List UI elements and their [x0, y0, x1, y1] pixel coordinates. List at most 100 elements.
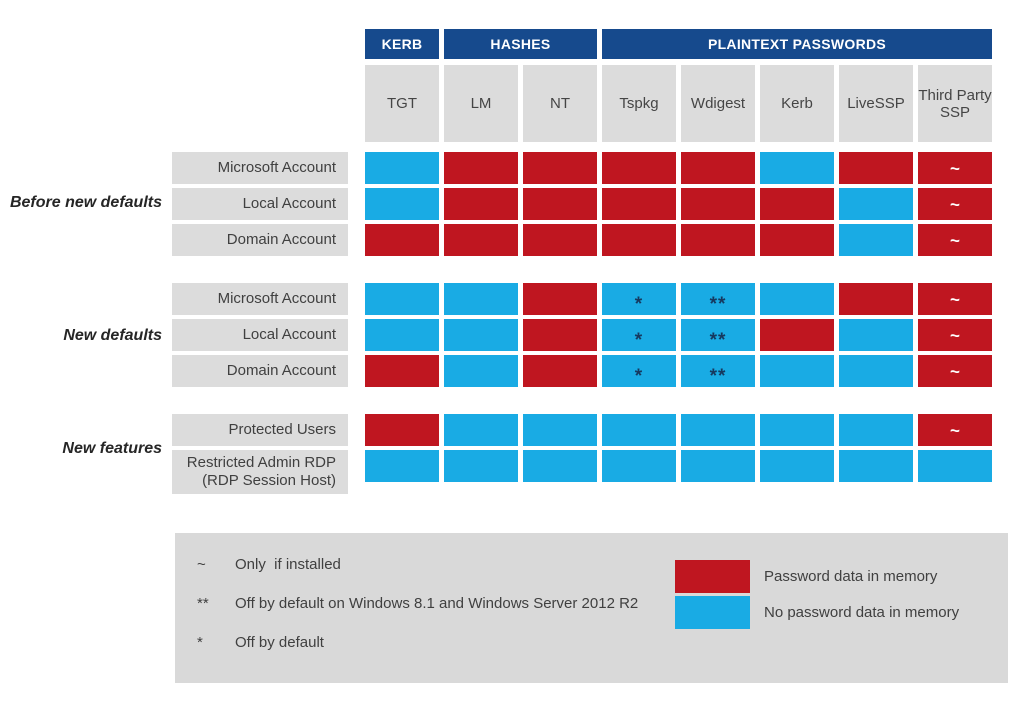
- matrix-cell-red: [365, 414, 439, 446]
- matrix-cell-blue: [760, 283, 834, 315]
- matrix-cells: * ** ~: [365, 319, 992, 351]
- row-label: Microsoft Account: [172, 283, 348, 315]
- matrix-row: Domain Account ~: [172, 224, 992, 256]
- tilde-symbol: ~: [197, 556, 206, 573]
- matrix-cell-blue: [365, 319, 439, 351]
- matrix-cell-blue: [523, 414, 597, 446]
- row-label: Microsoft Account: [172, 152, 348, 184]
- row-label: Local Account: [172, 188, 348, 220]
- column-header-third-party-ssp: Third Party SSP: [918, 65, 992, 142]
- legend-entry-no-password-in-memory: No password data in memory: [675, 596, 959, 629]
- matrix-cell-red: [681, 224, 755, 256]
- matrix-cell-red: [365, 224, 439, 256]
- matrix-cell-blue: [760, 450, 834, 482]
- matrix-cell-red: [760, 188, 834, 220]
- matrix-cell-blue: [602, 414, 676, 446]
- matrix-cell-red: [602, 188, 676, 220]
- cell-symbol: ~: [950, 289, 960, 309]
- legend-entry-password-in-memory: Password data in memory: [675, 560, 937, 593]
- matrix-cell-red: [444, 152, 518, 184]
- cell-symbol: ~: [950, 230, 960, 250]
- matrix-cell-red: [839, 283, 913, 315]
- matrix-cell-blue: [839, 319, 913, 351]
- matrix-group-new-defaults: Microsoft Account * ** ~ Local Account * ** ~ Do…: [172, 283, 992, 391]
- column-header-tgt: TGT: [365, 65, 439, 142]
- matrix-cell-blue: [523, 450, 597, 482]
- matrix-cells: * ** ~: [365, 283, 992, 315]
- cell-symbol: ~: [950, 325, 960, 345]
- matrix-cell-red-tilde: ~: [918, 414, 992, 446]
- asterisk-symbol: *: [197, 634, 203, 651]
- matrix-cell-red: [523, 152, 597, 184]
- matrix-cell-red: [760, 319, 834, 351]
- matrix-cell-blue: [681, 450, 755, 482]
- matrix-cell-red-tilde: ~: [918, 152, 992, 184]
- matrix-cells: ~: [365, 224, 992, 256]
- legend-note-asterisk: * Off by default: [197, 632, 638, 653]
- matrix-cell-red-tilde: ~: [918, 283, 992, 315]
- matrix-cell-blue: [918, 450, 992, 482]
- legend-note-double-asterisk: ** Off by default on Windows 8.1 and Win…: [197, 593, 638, 614]
- swatch-label: No password data in memory: [764, 604, 960, 621]
- row-label: Restricted Admin RDP (RDP Session Host): [172, 450, 348, 494]
- header-group-kerb: KERB: [365, 29, 439, 59]
- matrix-group-before-new-defaults: Microsoft Account ~ Local Account ~ Domain A…: [172, 152, 992, 260]
- swatch-label: Password data in memory: [764, 568, 938, 585]
- matrix-cell-red: [839, 152, 913, 184]
- matrix-cell-red: [681, 188, 755, 220]
- row-label: Protected Users: [172, 414, 348, 446]
- matrix-cell-blue: [602, 450, 676, 482]
- matrix-cell-blue: [365, 188, 439, 220]
- matrix-cells: ~: [365, 414, 992, 446]
- matrix-header-band: KERB HASHES PLAINTEXT PASSWORDS: [365, 29, 992, 59]
- matrix-cell-blue-double-asterisk: **: [681, 283, 755, 315]
- group-label-new-features: New features: [62, 440, 162, 457]
- legend-note-text: Only if installed: [235, 556, 341, 573]
- matrix-cells: ~: [365, 188, 992, 220]
- matrix-cell-blue: [444, 283, 518, 315]
- matrix-row: Microsoft Account ~: [172, 152, 992, 184]
- matrix-row: Domain Account * ** ~: [172, 355, 992, 387]
- matrix-cell-red: [523, 355, 597, 387]
- group-label-before-new-defaults: Before new defaults: [9, 194, 162, 211]
- cell-symbol: ~: [950, 158, 960, 178]
- matrix-cell-blue: [839, 224, 913, 256]
- matrix-cell-blue: [681, 414, 755, 446]
- legend-box: ~ Only if installed ** Off by default on…: [175, 533, 1008, 683]
- matrix-cell-red: [523, 319, 597, 351]
- matrix-cell-red-tilde: ~: [918, 319, 992, 351]
- cell-symbol: *: [634, 329, 644, 351]
- matrix-cell-blue: [839, 188, 913, 220]
- matrix-cell-blue: [444, 319, 518, 351]
- cell-symbol: **: [709, 329, 727, 351]
- matrix-cell-blue: [444, 355, 518, 387]
- matrix-cell-blue-asterisk: *: [602, 283, 676, 315]
- matrix-cell-red-tilde: ~: [918, 188, 992, 220]
- matrix-cell-red: [523, 224, 597, 256]
- matrix-cell-blue: [760, 152, 834, 184]
- matrix-cell-red: [365, 355, 439, 387]
- row-label: Domain Account: [172, 355, 348, 387]
- cell-symbol: *: [634, 365, 644, 387]
- matrix-row: Microsoft Account * ** ~: [172, 283, 992, 315]
- row-label: Local Account: [172, 319, 348, 351]
- matrix-cell-blue: [839, 414, 913, 446]
- matrix-cell-blue: [365, 450, 439, 482]
- matrix-cell-red: [602, 224, 676, 256]
- column-header-wdigest: Wdigest: [681, 65, 755, 142]
- cell-symbol: ~: [950, 420, 960, 440]
- matrix-cell-red: [444, 188, 518, 220]
- matrix-cell-blue: [365, 152, 439, 184]
- matrix-cell-red: [523, 188, 597, 220]
- header-group-plaintext-passwords: PLAINTEXT PASSWORDS: [602, 29, 992, 59]
- matrix-cell-blue: [760, 355, 834, 387]
- matrix-cell-blue: [444, 414, 518, 446]
- header-group-hashes: HASHES: [444, 29, 597, 59]
- matrix-cells: [365, 450, 992, 482]
- matrix-cell-blue-double-asterisk: **: [681, 355, 755, 387]
- cell-symbol: ~: [950, 194, 960, 214]
- matrix-row: Protected Users ~: [172, 414, 992, 446]
- cell-symbol: **: [709, 293, 727, 315]
- matrix-group-new-features: Protected Users ~ Restricted Admin RDP (RD…: [172, 414, 992, 498]
